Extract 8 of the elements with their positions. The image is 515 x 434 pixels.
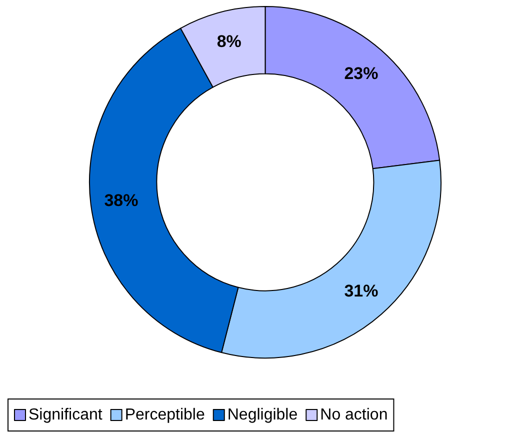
legend-label: Negligible (227, 406, 298, 424)
data-label: 38% (104, 190, 138, 210)
legend-label: No action (320, 406, 388, 424)
legend-label: Perceptible (124, 406, 205, 424)
data-label: 23% (344, 64, 378, 83)
legend-label: Significant (28, 406, 103, 424)
data-label: 31% (344, 282, 378, 301)
data-label: 8% (216, 32, 242, 52)
